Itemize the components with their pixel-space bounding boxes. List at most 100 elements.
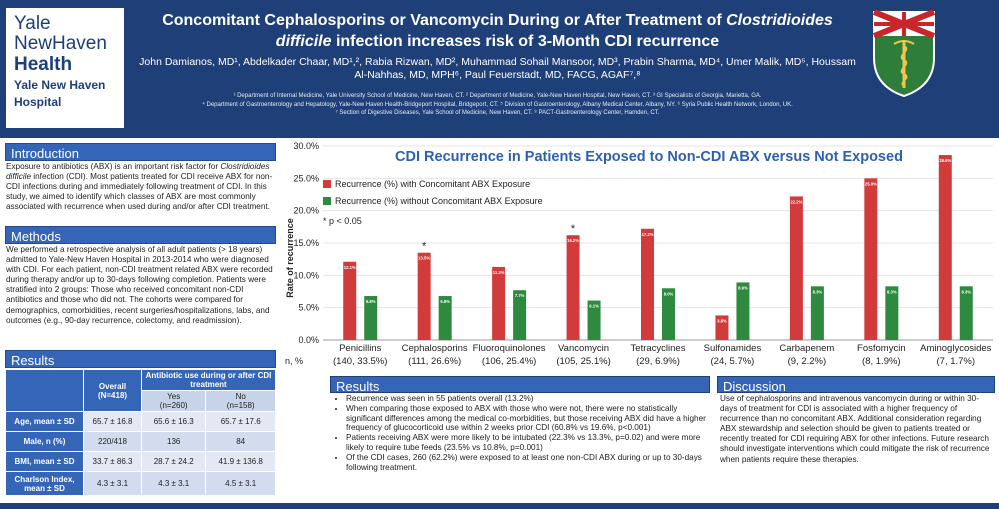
y-tick-label: 10.0% [293,270,319,280]
table-row: BMI, mean ± SD 33.7 ± 86.3 28.7 ± 24.2 4… [6,452,276,472]
methods-heading: Methods [5,226,276,244]
x-tick-n-label: (140, 33.5%) [333,356,387,367]
x-tick-n-label: (24, 5.7%) [711,356,755,367]
row-label: Male, n (%) [6,432,84,452]
bar-data-label: 3.8% [717,318,727,323]
intro-text-1: Exposure to antibiotics (ABX) is an impo… [6,162,220,171]
bar-with [864,178,877,340]
footer-strip [0,503,999,509]
author-list: John Damianos, MD¹, Abdelkader Chaar, MD… [135,56,860,82]
bar-data-label: 8.3% [962,289,972,294]
x-tick-label: Cephalosporins [402,343,468,354]
x-tick-n-label: (29, 6.9%) [636,356,680,367]
y-axis-ticks: 0.0% 5.0% 10.0% 15.0% 20.0% 25.0% 30.0% [293,141,319,345]
x-tick-label: Tetracyclines [631,343,686,354]
col-yes-n: (n=260) [160,401,188,410]
logo-line-health: Health [14,54,116,75]
title-part-2: infection increases risk of 3-Month CDI … [332,33,720,50]
x-tick-n-label: (8, 1.9%) [862,356,901,367]
cell-no: 41.9 ± 136.8 [206,452,276,472]
bar-with [567,235,580,340]
bar-without [811,286,824,340]
y-tick-label: 25.0% [293,173,319,183]
cell-overall: 65.7 ± 16.8 [84,412,142,432]
x-tick-label: Penicillins [339,343,381,354]
x-tick-n-label: (105, 25.1%) [556,356,610,367]
col-yes: Yes (n=260) [142,391,206,412]
bar-without [885,286,898,340]
yale-shield-icon [872,10,936,98]
bar-data-label: 6.8% [440,299,450,304]
list-item: When comparing those exposed to ABX with… [346,404,712,433]
bar-data-label: 17.2% [642,232,654,237]
legend-label-without: Recurrence (%) without Concomitant ABX E… [335,196,543,206]
table-row: Age, mean ± SD 65.7 ± 16.8 65.6 ± 16.3 6… [6,412,276,432]
affiliation-line: ⁴ Department of Gastroenterology and Hep… [135,101,860,110]
affiliation-line: ⁷ Section of Digestive Diseases, Yale Sc… [135,109,860,118]
affiliations: ¹ Department of Internal Medicine, Yale … [135,92,860,118]
x-tick-label: Aminoglycosides [920,343,992,354]
significance-note: * p < 0.05 [323,216,362,226]
bar-with [641,229,654,340]
table-corner [6,370,84,412]
logo-line-hospital-1: Yale New Haven [14,79,116,92]
table-row: Charlson Index, mean ± SD 4.3 ± 3.1 4.3 … [6,472,276,496]
legend-label-with: Recurrence (%) with Concomitant ABX Expo… [335,179,530,189]
bar-data-label: 8.3% [813,289,823,294]
x-tick-n-label: (106, 25.4%) [482,356,536,367]
cell-yes: 4.3 ± 3.1 [142,472,206,496]
logo-line-hospital-2: Hospital [14,96,116,109]
discussion-heading: Discussion [717,376,995,393]
col-overall: Overall (N=418) [84,370,142,412]
bar-data-label: 22.2% [790,199,802,204]
bar-without [736,282,749,340]
title-part-1: Concomitant Cephalosporins or Vancomycin… [162,12,726,29]
list-item: Patients receiving ABX were more likely … [346,433,712,453]
bar-without [960,286,973,340]
bar-data-label: 12.1% [344,265,356,270]
row-label: Charlson Index, mean ± SD [6,472,84,496]
y-tick-label: 20.0% [293,206,319,216]
introduction-heading: Introduction [5,143,276,161]
bar-with [492,267,505,340]
x-tick-n-label: (9, 2.2%) [788,356,827,367]
col-group: Antibiotic use during or after CDI treat… [142,370,276,391]
cell-no: 4.5 ± 3.1 [206,472,276,496]
methods-text: We performed a retrospective analysis of… [6,245,275,326]
x-tick-label: Carbapenem [779,343,834,354]
row-label: Age, mean ± SD [6,412,84,432]
poster-title: Concomitant Cephalosporins or Vancomycin… [135,10,860,52]
logo-line-newhaven: NewHaven [14,34,116,54]
legend-swatch-with [323,180,331,188]
x-axis-labels: Penicillins (140, 33.5%) Cephalosporins (11… [333,343,992,367]
bar-data-label: 25.0% [865,181,877,186]
bar-data-label: 8.3% [887,289,897,294]
bar-data-label: 16.2% [567,238,579,243]
discussion-text: Use of cephalosporins and intravenous va… [720,394,996,465]
cell-overall: 4.3 ± 3.1 [84,472,142,496]
col-yes-label: Yes [167,392,180,401]
results-heading: Results [330,376,710,393]
results-table-heading: Results [5,350,276,368]
bar-data-label: 8.0% [664,291,674,296]
chart-title: CDI Recurrence in Patients Exposed to No… [395,149,903,165]
bar-data-label: 6.8% [366,299,376,304]
results-bullets: Recurrence was seen in 55 patients overa… [334,394,712,472]
col-overall-n: (N=418) [98,391,127,400]
cell-no: 65.7 ± 17.6 [206,412,276,432]
significance-star: * [422,241,427,253]
list-item: Recurrence was seen in 55 patients overa… [346,394,712,404]
cell-no: 84 [206,432,276,452]
y-tick-label: 5.0% [298,303,319,313]
bar-data-label: 11.3% [493,270,505,275]
y-axis-label: Rate of recurrence [285,218,295,298]
y-tick-label: 0.0% [298,335,319,345]
table-row: Male, n (%) 220/418 136 84 [6,432,276,452]
legend-swatch-without [323,197,331,205]
bar-data-label: 28.6% [939,158,951,163]
bar-with [790,196,803,340]
bar-with [343,262,356,340]
bar-with [418,253,431,340]
poster-header: Yale NewHaven Health Yale New Haven Hosp… [0,0,999,138]
table-header-row: Overall (N=418) Antibiotic use during or … [6,370,276,391]
